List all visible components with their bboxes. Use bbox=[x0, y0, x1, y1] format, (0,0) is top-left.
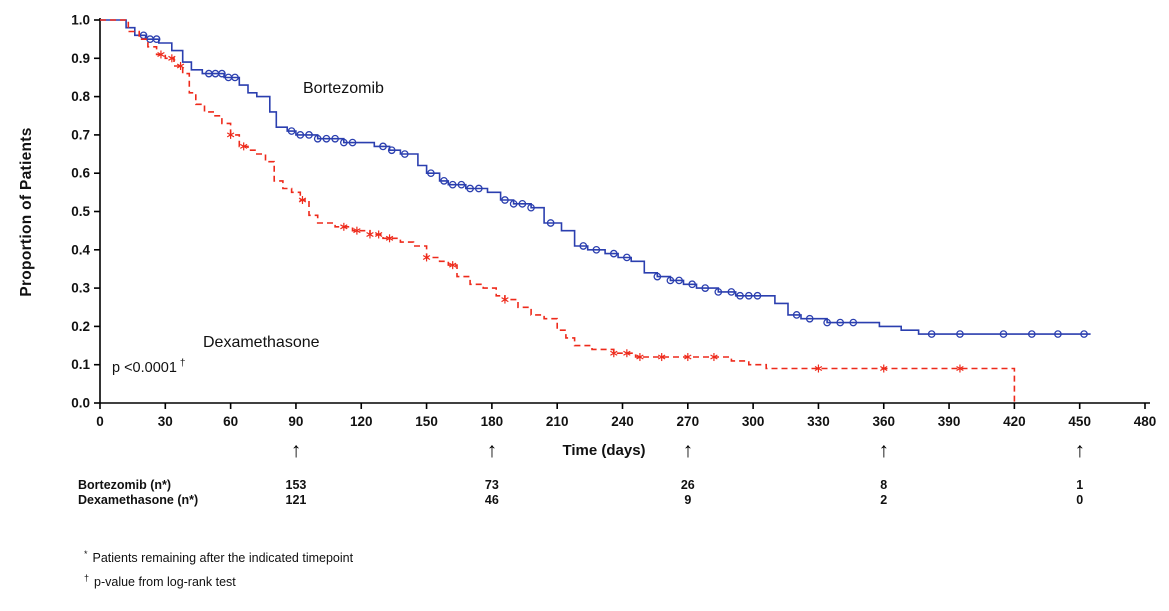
x-tick-label: 210 bbox=[546, 414, 569, 429]
bortezomib-curve-label: Bortezomib bbox=[303, 80, 384, 97]
footnote-pvalue: † p-value from log-rank test bbox=[84, 568, 353, 592]
arrow-up-icon: ↑ bbox=[486, 439, 498, 462]
arrow-up-icon: ↑ bbox=[682, 439, 694, 462]
y-tick-label: 0.3 bbox=[71, 281, 90, 296]
arrow-up-icon: ↑ bbox=[878, 439, 890, 462]
x-tick-label: 120 bbox=[350, 414, 373, 429]
arrow-up-icon: ↑ bbox=[290, 439, 302, 462]
x-tick-label: 330 bbox=[807, 414, 830, 429]
y-tick-label: 0.0 bbox=[71, 396, 90, 411]
x-tick-label: 30 bbox=[158, 414, 173, 429]
risk-count: 73 bbox=[484, 478, 499, 492]
y-tick-label: 0.1 bbox=[71, 357, 90, 372]
risk-row-label: Dexamethasone (n*) bbox=[78, 493, 199, 507]
arrow-up-icon: ↑ bbox=[1074, 439, 1085, 462]
x-axis-title: Time (days) bbox=[562, 442, 646, 459]
dagger-mark: † bbox=[84, 573, 90, 584]
risk-row-label: Bortezomib (n*) bbox=[78, 478, 172, 492]
x-tick-label: 480 bbox=[1134, 414, 1157, 429]
series-dexamethasone bbox=[100, 19, 1016, 403]
x-tick-label: 240 bbox=[611, 414, 634, 429]
footnote-pvalue-text: p-value from log-rank test bbox=[94, 575, 236, 590]
risk-count: 121 bbox=[285, 493, 307, 507]
p-value-text: p <0.0001 bbox=[112, 359, 177, 376]
asterisk-censor-markers bbox=[157, 50, 964, 373]
risk-table-row: Bortezomib (n*) 153 73 26 8 1 bbox=[0, 478, 1169, 492]
tick-labels: 0 30 60 90 120 150 180 210 240 270 300 330 360 390 420… bbox=[71, 13, 1156, 430]
risk-table-row: Dexamethasone (n*) 121 46 9 2 0 bbox=[0, 493, 1169, 507]
x-tick-label: 360 bbox=[872, 414, 895, 429]
x-tick-label: 390 bbox=[938, 414, 961, 429]
x-tick-label: 300 bbox=[742, 414, 765, 429]
x-tick-label: 0 bbox=[96, 414, 104, 429]
y-tick-label: 0.4 bbox=[71, 242, 90, 257]
y-tick-label: 0.7 bbox=[71, 127, 90, 142]
y-tick-label: 0.8 bbox=[71, 89, 90, 104]
footnotes: * Patients remaining after the indicated … bbox=[84, 544, 353, 592]
risk-count: 46 bbox=[484, 493, 499, 507]
survival-curve bbox=[100, 19, 1091, 335]
x-tick-label: 150 bbox=[415, 414, 438, 429]
asterisk-mark: * bbox=[84, 549, 88, 559]
dagger-mark: † bbox=[179, 358, 186, 369]
x-tick-label: 90 bbox=[288, 414, 303, 429]
risk-count: 1 bbox=[1076, 478, 1084, 492]
x-tick-label: 60 bbox=[223, 414, 238, 429]
x-tick-label: 450 bbox=[1068, 414, 1091, 429]
risk-count: 26 bbox=[680, 478, 695, 492]
circle-censor-markers bbox=[139, 31, 1088, 338]
footnote-censor: * Patients remaining after the indicated … bbox=[84, 544, 353, 568]
axes bbox=[94, 18, 1150, 409]
series-bortezomib bbox=[100, 19, 1091, 338]
survival-curve bbox=[100, 19, 1016, 403]
risk-count: 2 bbox=[880, 493, 888, 507]
y-axis-title: Proportion of Patients bbox=[18, 127, 35, 297]
risk-count: 8 bbox=[880, 478, 888, 492]
y-tick-label: 1.0 bbox=[71, 13, 90, 28]
y-tick-label: 0.9 bbox=[71, 51, 90, 66]
p-value-annotation: p <0.0001 † bbox=[112, 358, 185, 376]
km-chart: 0 30 60 90 120 150 180 210 240 270 300 330 360 390 420… bbox=[71, 13, 1156, 430]
x-tick-label: 420 bbox=[1003, 414, 1026, 429]
risk-count: 0 bbox=[1076, 493, 1084, 507]
footnote-censor-text: Patients remaining after the indicated t… bbox=[92, 551, 354, 566]
risk-count: 9 bbox=[684, 493, 692, 507]
x-tick-label: 270 bbox=[677, 414, 700, 429]
risk-count: 153 bbox=[285, 478, 307, 492]
x-tick-label: 180 bbox=[481, 414, 504, 429]
y-tick-label: 0.5 bbox=[71, 204, 90, 219]
y-tick-label: 0.6 bbox=[71, 166, 90, 181]
y-tick-label: 0.2 bbox=[71, 319, 90, 334]
dexamethasone-curve-label: Dexamethasone bbox=[203, 334, 320, 351]
